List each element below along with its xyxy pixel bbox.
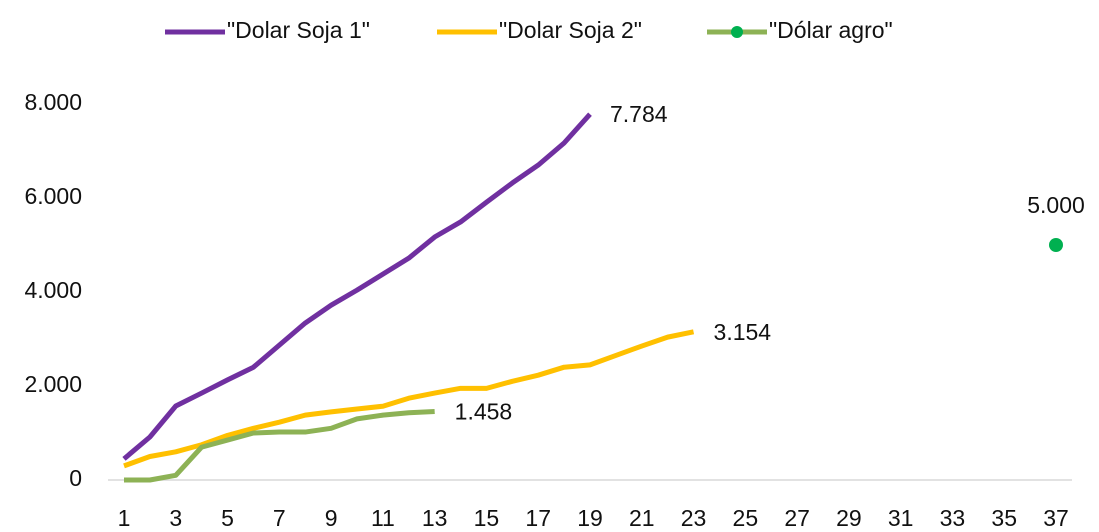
y-tick-label: 6.000 <box>24 183 82 209</box>
x-tick-label: 27 <box>784 505 810 531</box>
legend-label: "Dólar agro" <box>769 17 893 43</box>
data-label: 7.784 <box>610 101 668 127</box>
x-tick-label: 37 <box>1043 505 1069 531</box>
x-tick-label: 11 <box>371 505 395 531</box>
x-tick-label: 23 <box>681 505 707 531</box>
x-tick-label: 25 <box>733 505 759 531</box>
x-tick-label: 33 <box>940 505 966 531</box>
x-tick-label: 19 <box>577 505 603 531</box>
y-tick-label: 4.000 <box>24 277 82 303</box>
legend-label: "Dolar Soja 2" <box>499 17 642 43</box>
series-line <box>123 329 695 469</box>
legend-label: "Dolar Soja 1" <box>227 17 370 43</box>
x-tick-label: 35 <box>991 505 1017 531</box>
legend-marker <box>731 26 743 38</box>
point-marker <box>1049 238 1063 252</box>
x-tick-label: 5 <box>221 505 234 531</box>
data-label: 3.154 <box>714 319 772 345</box>
x-tick-label: 13 <box>422 505 448 531</box>
x-tick-label: 15 <box>474 505 500 531</box>
data-label: 5.000 <box>1027 192 1085 218</box>
data-label: 1.458 <box>455 399 513 425</box>
y-tick-label: 2.000 <box>24 371 82 397</box>
x-tick-label: 7 <box>273 505 286 531</box>
x-tick-label: 1 <box>118 505 131 531</box>
x-tick-label: 3 <box>169 505 182 531</box>
y-tick-label: 8.000 <box>24 89 82 115</box>
y-tick-label: 0 <box>69 465 82 491</box>
series-line <box>122 112 592 461</box>
x-tick-label: 31 <box>888 505 914 531</box>
x-tick-label: 17 <box>525 505 551 531</box>
x-tick-label: 21 <box>629 505 655 531</box>
x-tick-label: 29 <box>836 505 862 531</box>
x-tick-label: 9 <box>325 505 338 531</box>
